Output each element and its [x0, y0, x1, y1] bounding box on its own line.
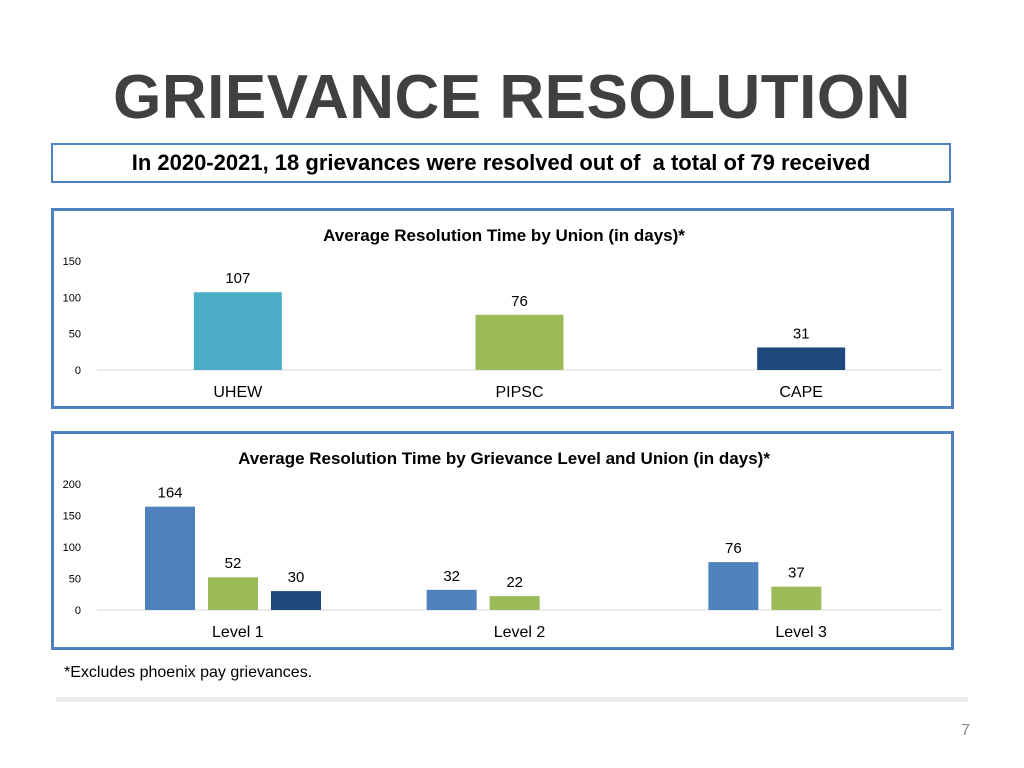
y-tick-label: 50	[69, 329, 81, 341]
data-label: 31	[793, 325, 810, 342]
x-category-label: CAPE	[779, 384, 823, 401]
y-tick-label: 150	[63, 511, 81, 523]
data-label: 32	[443, 568, 460, 585]
bar-level-3-1	[708, 562, 759, 610]
union-chart-panel: Average Resolution Time by Union (in day…	[51, 208, 954, 409]
bar-level-2-1	[426, 589, 477, 610]
data-label: 76	[511, 293, 528, 310]
y-tick-label: 100	[63, 292, 81, 304]
x-category-label: Level 3	[775, 624, 827, 641]
data-label: 76	[725, 540, 742, 557]
y-tick-label: 0	[75, 365, 81, 377]
data-label: 22	[506, 574, 523, 591]
bar-uhew	[193, 292, 282, 370]
bar-pipsc	[475, 314, 564, 370]
data-label: 52	[225, 555, 242, 572]
footnote: *Excludes phoenix pay grievances.	[64, 664, 313, 681]
level-bar-chart: Average Resolution Time by Grievance Lev…	[63, 449, 942, 641]
data-label: 164	[157, 485, 182, 502]
summary-text: In 2020-2021, 18 grievances were resolve…	[131, 150, 871, 175]
x-category-label: PIPSC	[495, 384, 543, 401]
chart-title: Average Resolution Time by Union (in day…	[323, 226, 685, 245]
y-tick-label: 150	[63, 256, 81, 268]
summary-box: In 2020-2021, 18 grievances were resolve…	[51, 143, 951, 183]
y-tick-label: 100	[63, 542, 81, 554]
bar-level-1-2	[208, 577, 258, 610]
bar-level-1-3	[271, 591, 321, 610]
chart-title: Average Resolution Time by Grievance Lev…	[238, 449, 770, 468]
page-number: 7	[961, 722, 970, 739]
bar-cape	[757, 347, 846, 370]
data-label: 107	[225, 270, 250, 287]
bar-level-1-1	[145, 506, 195, 610]
x-category-label: Level 2	[494, 624, 546, 641]
y-tick-label: 200	[63, 479, 81, 491]
data-label: 30	[288, 569, 305, 586]
bar-level-3-2	[771, 586, 822, 610]
slide-title: GRIEVANCE RESOLUTION	[113, 63, 911, 132]
x-category-label: Level 1	[212, 624, 264, 641]
footer-divider	[56, 697, 968, 702]
y-tick-label: 0	[75, 605, 81, 617]
union-bar-chart: Average Resolution Time by Union (in day…	[63, 226, 942, 401]
y-tick-label: 50	[69, 574, 81, 586]
level-chart-panel: Average Resolution Time by Grievance Lev…	[51, 431, 954, 650]
data-label: 37	[788, 565, 805, 582]
bar-level-2-2	[489, 596, 540, 610]
x-category-label: UHEW	[213, 384, 263, 401]
